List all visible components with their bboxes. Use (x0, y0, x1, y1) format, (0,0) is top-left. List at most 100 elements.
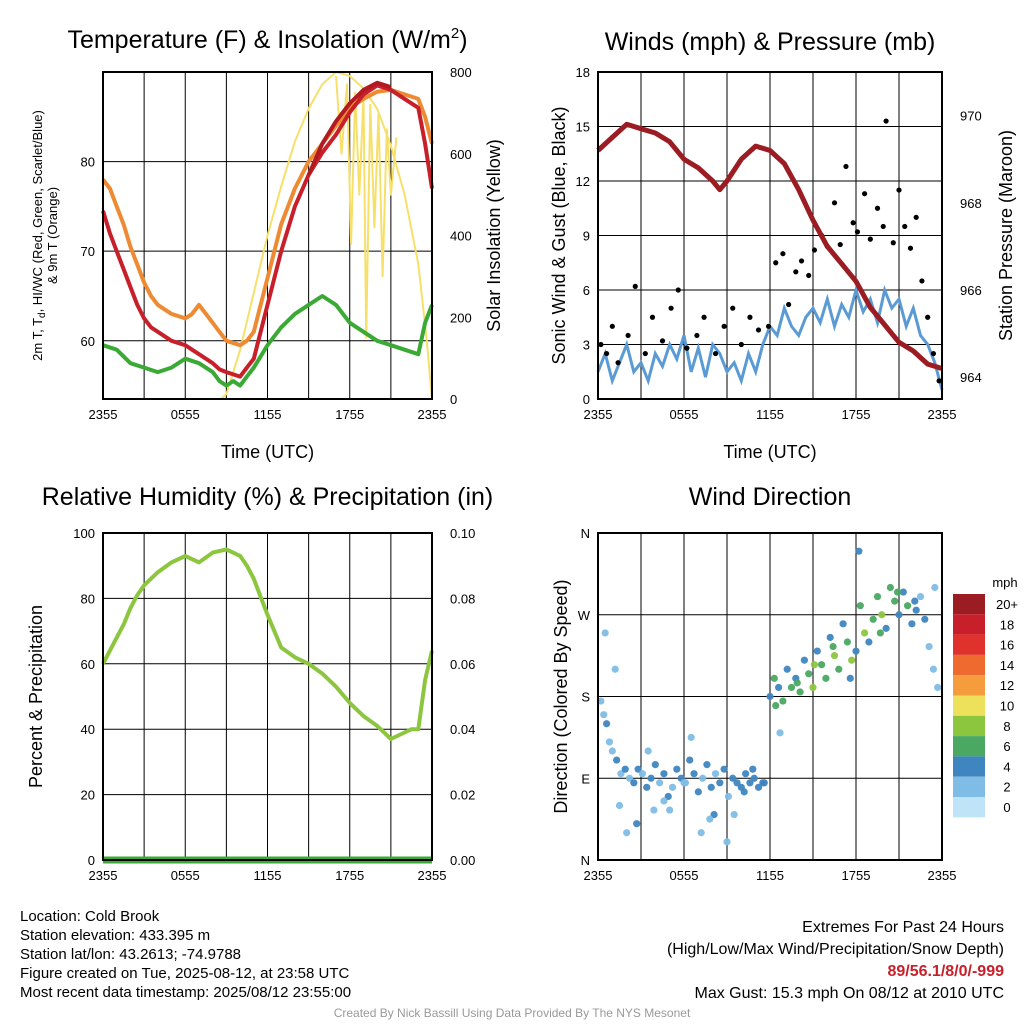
x-tick-label-humidity: 1155 (254, 868, 282, 883)
figure-created: Figure created on Tue, 2025-08-12, at 23… (20, 965, 350, 982)
legend-label: 16 (1000, 638, 1014, 653)
gust-point (837, 241, 843, 248)
direction-point (686, 756, 694, 764)
y-left-tick-direction: E (581, 771, 590, 786)
y-left-tick-humidity: 40 (81, 722, 95, 737)
gust-point (625, 332, 631, 339)
legend-swatch (953, 756, 985, 777)
gust-point (936, 378, 942, 384)
direction-point (633, 820, 641, 828)
y-left-tick-temperature: 70 (81, 244, 95, 259)
legend-label: 2 (1003, 780, 1010, 795)
direction-point (916, 592, 925, 601)
gust-point (712, 350, 719, 357)
humidity-title: Relative Humidity (%) & Precipitation (i… (42, 483, 494, 511)
gust-point (843, 163, 849, 170)
y-right-tick-temperature: 0 (450, 392, 457, 407)
y-left-tick-humidity: 20 (81, 788, 95, 803)
direction-point (660, 770, 668, 778)
extremes-heading: Extremes For Past 24 Hours (802, 919, 1004, 936)
direction-point (608, 747, 616, 755)
direction-point (899, 588, 907, 596)
y-left-tick-direction: W (578, 608, 591, 623)
gust-point (930, 350, 937, 357)
direction-point (724, 792, 733, 801)
legend-label: 14 (1000, 658, 1014, 673)
direction-point (805, 670, 813, 678)
gust-point (668, 305, 674, 311)
direction-point (605, 738, 614, 746)
gust-point (604, 350, 610, 357)
direction-point (625, 774, 634, 782)
direction-point (912, 606, 920, 614)
x-tick-label-winds: 1755 (842, 407, 871, 422)
y-right-tick-humidity: 0.10 (450, 526, 475, 541)
direction-point (729, 774, 737, 782)
legend-swatch (953, 675, 985, 696)
legend-swatch (953, 614, 985, 635)
direction-point (776, 729, 784, 737)
direction-point (865, 638, 873, 646)
direction-point (766, 692, 774, 701)
y-left-tick-winds: 3 (583, 338, 590, 353)
direction-point (723, 838, 731, 846)
winds-plot-frame (597, 71, 943, 400)
direction-point (740, 788, 748, 796)
direction-point (848, 656, 856, 664)
legend-swatch (953, 715, 985, 737)
direction-point (783, 665, 791, 673)
direction-title: Wind Direction (689, 483, 852, 511)
direction-point (643, 783, 651, 791)
direction-point (878, 611, 886, 619)
temperature-series-line (102, 294, 434, 388)
gust-point (773, 260, 779, 266)
direction-point (706, 815, 714, 823)
direction-point (710, 810, 718, 819)
direction-y-label: Direction (Colored By Speed) (551, 579, 571, 813)
direction-point (703, 761, 711, 769)
direction-point (754, 783, 763, 791)
temperature-series-line (335, 76, 398, 339)
direction-point (711, 770, 720, 778)
direction-point (644, 747, 652, 755)
x-tick-label-temperature: 1755 (335, 407, 364, 422)
station-info: Location: Cold Brook Station elevation: … (20, 907, 351, 1002)
direction-point (835, 665, 843, 673)
direction-point (597, 697, 605, 705)
gust-point (675, 287, 681, 293)
gust-point (798, 258, 805, 264)
direction-point (733, 779, 741, 787)
gust-point (642, 350, 648, 357)
y-left-tick-direction: N (581, 526, 590, 541)
direction-point (830, 652, 839, 660)
x-tick-label-temperature: 2355 (89, 407, 118, 422)
direction-point (931, 583, 939, 592)
gust-point (913, 214, 919, 220)
humidity-plot-frame (102, 532, 433, 861)
y-right-tick-humidity: 0.04 (450, 722, 475, 737)
direction-point (690, 770, 698, 778)
gust-point (890, 240, 896, 246)
x-tick-label-wind-direction: 2355 (584, 868, 613, 883)
y-left-tick-winds: 6 (583, 283, 590, 298)
direction-point (615, 801, 624, 810)
direction-point (829, 642, 837, 651)
gust-point (793, 269, 799, 275)
winds-y-label-left: Sonic Wind & Gust (Blue, Black) (549, 106, 569, 364)
gust-point (786, 301, 792, 308)
direction-point (843, 638, 852, 646)
temperature-plot-frame (102, 71, 433, 400)
x-tick-label-temperature: 1155 (254, 407, 282, 422)
legend-label: 8 (1003, 719, 1010, 734)
direction-point (818, 661, 826, 669)
temperature-y-label-right: Solar Insolation (Yellow) (484, 139, 504, 331)
x-tick-label-wind-direction: 1755 (842, 868, 871, 883)
legend-swatch (953, 797, 985, 818)
direction-point (707, 783, 715, 791)
y-left-tick-winds: 15 (576, 120, 590, 135)
direction-point (660, 797, 668, 805)
direction-point (666, 806, 674, 814)
station-latlon: Station lat/lon: 43.2613; -74.9788 (20, 946, 242, 963)
x-tick-label-humidity: 2355 (89, 868, 118, 883)
x-tick-label-winds: 2355 (928, 407, 957, 422)
